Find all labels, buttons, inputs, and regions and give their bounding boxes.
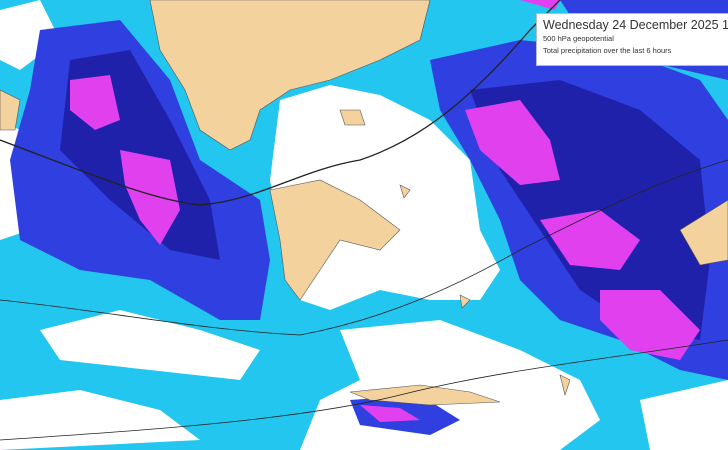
map-info-box: Wednesday 24 December 2025 1 500 hPa geo… bbox=[536, 13, 728, 66]
very-heavy-precip-areas bbox=[70, 0, 700, 422]
layer-geopotential-label: 500 hPa geopotential bbox=[543, 34, 614, 43]
crete-land bbox=[349, 384, 501, 406]
peloponnese-land bbox=[269, 179, 401, 301]
map-date-title: Wednesday 24 December 2025 1 bbox=[543, 18, 728, 32]
balkans-land bbox=[149, 0, 431, 151]
layer-precipitation-label: Total precipitation over the last 6 hour… bbox=[543, 46, 672, 55]
land-areas bbox=[0, 0, 728, 406]
